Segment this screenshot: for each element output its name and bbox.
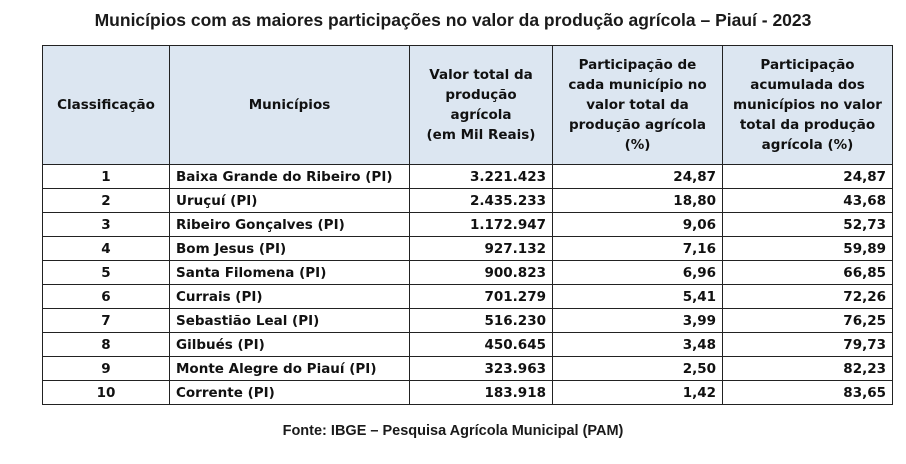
cell-participacao: 1,42 (552, 380, 723, 405)
cell-municipio: Santa Filomena (PI) (169, 260, 410, 285)
cell-municipio: Sebastião Leal (PI) (169, 308, 410, 333)
cell-participacao-acumulada: 82,23 (722, 356, 893, 381)
cell-valor-total: 3.221.423 (409, 164, 553, 189)
table-row: 6 Currais (PI) 701.279 5,41 72,26 (42, 284, 893, 309)
cell-municipio: Monte Alegre do Piauí (PI) (169, 356, 410, 381)
cell-participacao-acumulada: 79,73 (722, 332, 893, 357)
cell-participacao: 3,99 (552, 308, 723, 333)
table-row: 1 Baixa Grande do Ribeiro (PI) 3.221.423 24… (42, 164, 893, 189)
cell-valor-total: 900.823 (409, 260, 553, 285)
cell-participacao-acumulada: 83,65 (722, 380, 893, 405)
cell-classificacao: 1 (42, 164, 170, 189)
cell-classificacao: 7 (42, 308, 170, 333)
table-row: 7 Sebastião Leal (PI) 516.230 3,99 76,25 (42, 308, 893, 333)
header-participacao-acumulada: Participação acumulada dos municípios no… (722, 45, 893, 165)
table-body: 1 Baixa Grande do Ribeiro (PI) 3.221.423 24… (42, 164, 893, 405)
cell-classificacao: 2 (42, 188, 170, 213)
source-note: Fonte: IBGE – Pesquisa Agrícola Municipa… (282, 423, 624, 439)
cell-valor-total: 323.963 (409, 356, 553, 381)
header-valor-total: Valor total da produção agrícola (em Mil… (409, 45, 553, 165)
header-municipios: Municípios (169, 45, 410, 165)
header-participacao: Participação de cada município no valor … (552, 45, 723, 165)
cell-municipio: Corrente (PI) (169, 380, 410, 405)
cell-classificacao: 10 (42, 380, 170, 405)
table-row: 4 Bom Jesus (PI) 927.132 7,16 59,89 (42, 236, 893, 261)
cell-participacao-acumulada: 24,87 (722, 164, 893, 189)
table-row: 5 Santa Filomena (PI) 900.823 6,96 66,85 (42, 260, 893, 285)
cell-municipio: Currais (PI) (169, 284, 410, 309)
header-classificacao: Classificação (42, 45, 170, 165)
table-row: 9 Monte Alegre do Piauí (PI) 323.963 2,50 82… (42, 356, 893, 381)
cell-municipio: Baixa Grande do Ribeiro (PI) (169, 164, 410, 189)
cell-classificacao: 6 (42, 284, 170, 309)
cell-classificacao: 9 (42, 356, 170, 381)
cell-participacao-acumulada: 76,25 (722, 308, 893, 333)
cell-valor-total: 701.279 (409, 284, 553, 309)
cell-municipio: Ribeiro Gonçalves (PI) (169, 212, 410, 237)
cell-municipio: Gilbués (PI) (169, 332, 410, 357)
cell-participacao-acumulada: 66,85 (722, 260, 893, 285)
table-row: 2 Uruçuí (PI) 2.435.233 18,80 43,68 (42, 188, 893, 213)
table-row: 10 Corrente (PI) 183.918 1,42 83,65 (42, 380, 893, 405)
cell-participacao-acumulada: 59,89 (722, 236, 893, 261)
cell-classificacao: 8 (42, 332, 170, 357)
cell-valor-total: 1.172.947 (409, 212, 553, 237)
cell-classificacao: 3 (42, 212, 170, 237)
table-row: 3 Ribeiro Gonçalves (PI) 1.172.947 9,06 52,7… (42, 212, 893, 237)
table-row: 8 Gilbués (PI) 450.645 3,48 79,73 (42, 332, 893, 357)
cell-participacao: 5,41 (552, 284, 723, 309)
cell-valor-total: 927.132 (409, 236, 553, 261)
cell-valor-total: 183.918 (409, 380, 553, 405)
cell-municipio: Bom Jesus (PI) (169, 236, 410, 261)
cell-participacao: 24,87 (552, 164, 723, 189)
cell-participacao-acumulada: 43,68 (722, 188, 893, 213)
cell-classificacao: 5 (42, 260, 170, 285)
cell-valor-total: 516.230 (409, 308, 553, 333)
cell-participacao: 2,50 (552, 356, 723, 381)
cell-municipio: Uruçuí (PI) (169, 188, 410, 213)
header-row: Classificação Municípios Valor total da … (42, 45, 893, 165)
cell-participacao: 18,80 (552, 188, 723, 213)
cell-valor-total: 2.435.233 (409, 188, 553, 213)
page-title: Municípios com as maiores participações … (94, 10, 812, 30)
cell-classificacao: 4 (42, 236, 170, 261)
cell-participacao: 7,16 (552, 236, 723, 261)
cell-participacao-acumulada: 52,73 (722, 212, 893, 237)
cell-participacao: 6,96 (552, 260, 723, 285)
cell-valor-total: 450.645 (409, 332, 553, 357)
cell-participacao: 9,06 (552, 212, 723, 237)
data-table: Classificação Municípios Valor total da … (42, 45, 893, 405)
cell-participacao-acumulada: 72,26 (722, 284, 893, 309)
cell-participacao: 3,48 (552, 332, 723, 357)
